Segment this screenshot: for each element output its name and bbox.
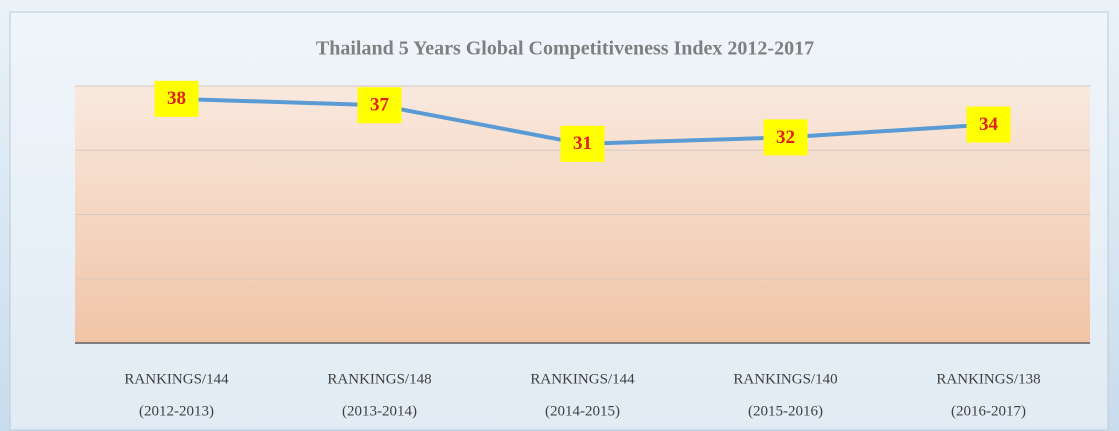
value-label-box [966, 106, 1011, 143]
value-label: 38 [167, 88, 186, 109]
x-tick-label: (2013-2014) [342, 403, 417, 419]
x-tick-label: RANKINGS/144 [530, 371, 635, 387]
x-tick-label: (2015-2016) [748, 403, 823, 419]
value-label: 32 [776, 127, 795, 148]
x-tick-label: (2016-2017) [951, 403, 1026, 419]
x-tick-label: RANKINGS/144 [124, 371, 229, 387]
x-tick-label: (2014-2015) [545, 403, 620, 419]
value-label: 31 [573, 133, 592, 154]
value-label: 34 [979, 114, 999, 135]
value-label-box [357, 87, 402, 124]
value-label-box [154, 80, 199, 117]
value-label-box [763, 119, 808, 156]
x-tick-label: (2012-2013) [139, 403, 214, 419]
x-tick-label: RANKINGS/138 [936, 371, 1040, 387]
x-tick-label: RANKINGS/148 [327, 371, 431, 387]
value-label-box [560, 125, 605, 162]
chart-title: Thailand 5 Years Global Competitiveness … [316, 38, 814, 60]
x-tick-label: RANKINGS/140 [733, 371, 837, 387]
value-label: 37 [370, 95, 390, 116]
